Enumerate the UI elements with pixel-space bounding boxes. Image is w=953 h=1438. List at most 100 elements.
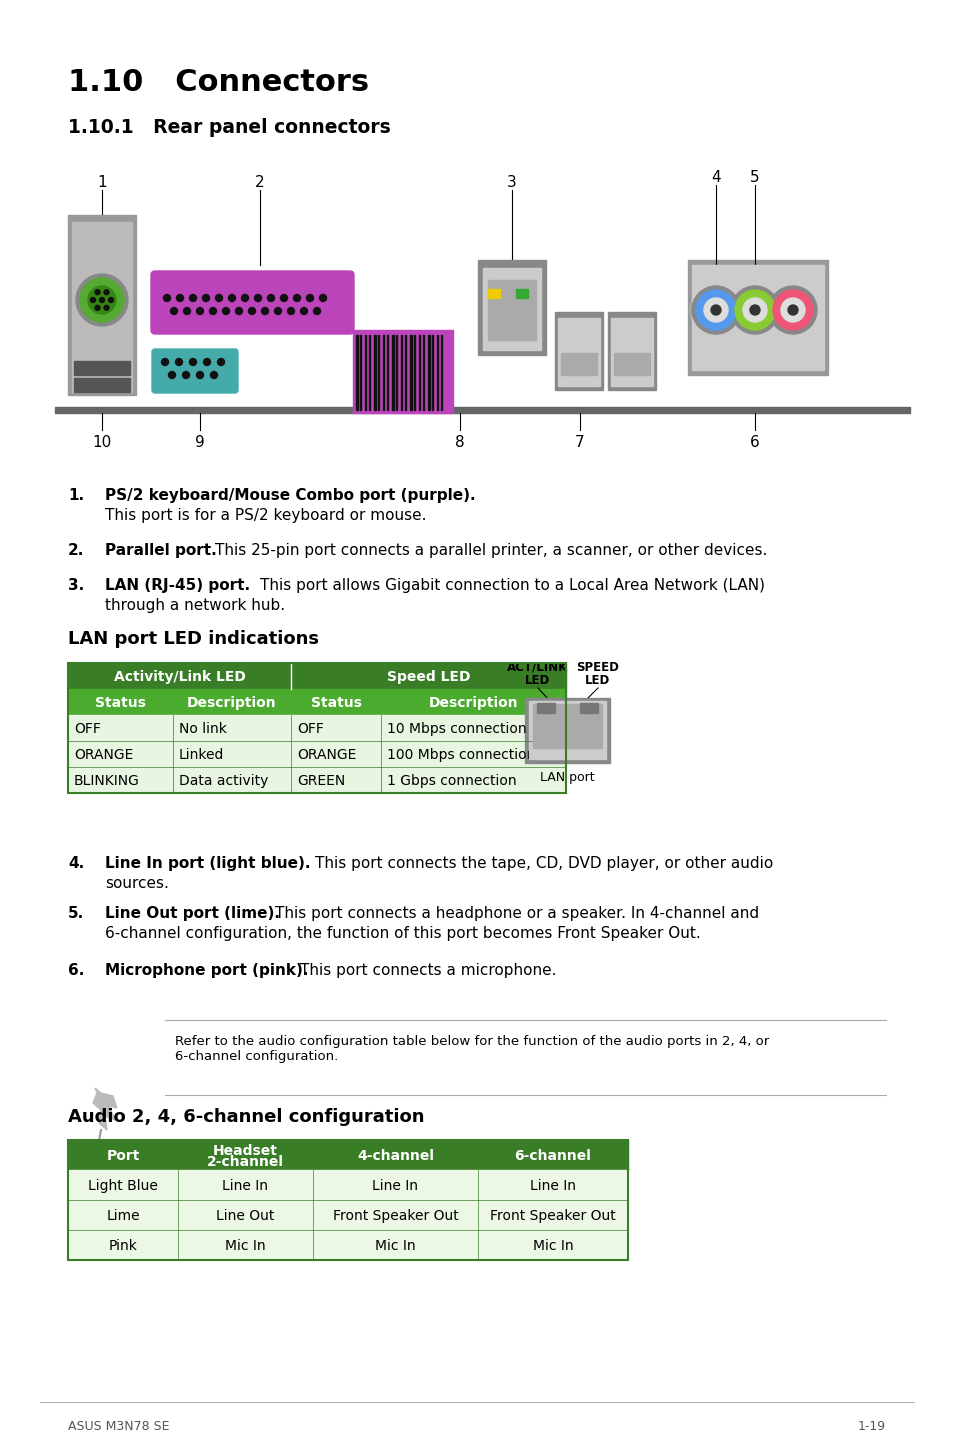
Bar <box>477 260 545 355</box>
Text: Status: Status <box>311 696 361 710</box>
FancyBboxPatch shape <box>151 270 354 334</box>
Circle shape <box>109 298 113 302</box>
Text: Line In port (light blue).: Line In port (light blue). <box>105 856 310 871</box>
Circle shape <box>319 295 326 302</box>
Text: Line In: Line In <box>372 1179 418 1194</box>
Circle shape <box>175 358 182 365</box>
Text: OFF: OFF <box>296 722 323 736</box>
Circle shape <box>163 295 171 302</box>
Circle shape <box>734 290 774 329</box>
Circle shape <box>171 308 177 315</box>
Circle shape <box>215 295 222 302</box>
Text: 1.10   Connectors: 1.10 Connectors <box>68 68 369 96</box>
Bar <box>560 352 597 375</box>
Circle shape <box>91 298 95 302</box>
Bar <box>68 1140 627 1171</box>
Circle shape <box>229 295 235 302</box>
Text: 1.: 1. <box>68 487 84 503</box>
Text: SPEED: SPEED <box>576 661 618 674</box>
Circle shape <box>182 371 190 378</box>
Bar <box>68 1171 627 1199</box>
FancyBboxPatch shape <box>152 349 237 393</box>
Bar <box>68 216 136 395</box>
Circle shape <box>781 298 804 322</box>
Text: Status: Status <box>95 696 146 710</box>
Circle shape <box>728 283 781 336</box>
Text: PS/2 keyboard/Mouse Combo port (purple).: PS/2 keyboard/Mouse Combo port (purple). <box>105 487 476 503</box>
Bar <box>68 1199 627 1229</box>
Bar <box>432 335 433 410</box>
Bar <box>614 352 649 375</box>
Text: ORANGE: ORANGE <box>296 748 356 762</box>
Bar <box>68 715 565 741</box>
Bar <box>353 329 453 413</box>
Bar <box>410 335 412 410</box>
Bar <box>529 700 605 759</box>
Text: Description: Description <box>187 696 276 710</box>
Circle shape <box>748 303 760 316</box>
Circle shape <box>703 298 727 322</box>
Circle shape <box>254 295 261 302</box>
Bar <box>555 312 602 390</box>
Bar <box>74 378 130 393</box>
Bar <box>355 335 357 410</box>
Bar <box>360 335 361 410</box>
Text: This 25-pin port connects a parallel printer, a scanner, or other devices.: This 25-pin port connects a parallel pri… <box>214 544 766 558</box>
Circle shape <box>169 371 175 378</box>
Text: 2: 2 <box>254 175 265 190</box>
Text: This port connects a microphone.: This port connects a microphone. <box>299 963 556 978</box>
Bar <box>74 361 130 375</box>
Text: This port connects a headphone or a speaker. In 4-channel and: This port connects a headphone or a spea… <box>274 906 759 920</box>
Circle shape <box>104 289 109 295</box>
Circle shape <box>88 286 116 313</box>
Circle shape <box>695 289 737 331</box>
Circle shape <box>772 290 812 329</box>
Bar <box>441 335 442 410</box>
Bar <box>378 335 379 410</box>
Bar <box>488 289 499 298</box>
Text: Port: Port <box>106 1149 139 1163</box>
Circle shape <box>709 303 721 316</box>
Text: Line In: Line In <box>222 1179 268 1194</box>
Bar <box>68 689 565 715</box>
Circle shape <box>786 303 799 316</box>
Bar <box>68 766 565 792</box>
Text: Lime: Lime <box>106 1209 140 1222</box>
Text: 1 Gbps connection: 1 Gbps connection <box>387 774 517 788</box>
Circle shape <box>771 289 813 331</box>
Text: 1-19: 1-19 <box>857 1419 885 1434</box>
Text: OFF: OFF <box>74 722 101 736</box>
Circle shape <box>787 305 797 315</box>
Circle shape <box>248 308 255 315</box>
Text: LED: LED <box>585 674 610 687</box>
Text: Line Out port (lime).: Line Out port (lime). <box>105 906 280 920</box>
Text: Speed LED: Speed LED <box>386 670 470 684</box>
Circle shape <box>261 308 268 315</box>
Text: Parallel port.: Parallel port. <box>105 544 216 558</box>
Text: 6.: 6. <box>68 963 84 978</box>
Text: 100 Mbps connection: 100 Mbps connection <box>387 748 535 762</box>
Circle shape <box>104 305 109 311</box>
Bar <box>382 335 384 410</box>
Bar <box>533 705 601 748</box>
Text: 5: 5 <box>749 170 759 186</box>
Circle shape <box>287 308 294 315</box>
Text: 6-channel: 6-channel <box>514 1149 591 1163</box>
Bar <box>579 703 598 713</box>
Text: No link: No link <box>179 722 227 736</box>
Text: sources.: sources. <box>105 876 169 892</box>
Text: This port connects the tape, CD, DVD player, or other audio: This port connects the tape, CD, DVD pla… <box>314 856 773 871</box>
Circle shape <box>196 308 203 315</box>
Text: through a network hub.: through a network hub. <box>105 598 285 613</box>
Text: Mic In: Mic In <box>225 1240 266 1252</box>
Text: 3.: 3. <box>68 578 84 592</box>
Circle shape <box>314 308 320 315</box>
Text: 2.: 2. <box>68 544 84 558</box>
Bar <box>392 335 394 410</box>
Bar <box>607 312 656 390</box>
Circle shape <box>76 275 128 326</box>
Bar <box>687 260 827 375</box>
Bar <box>365 335 366 410</box>
Text: 2-channel: 2-channel <box>207 1155 284 1169</box>
Bar <box>405 335 406 410</box>
